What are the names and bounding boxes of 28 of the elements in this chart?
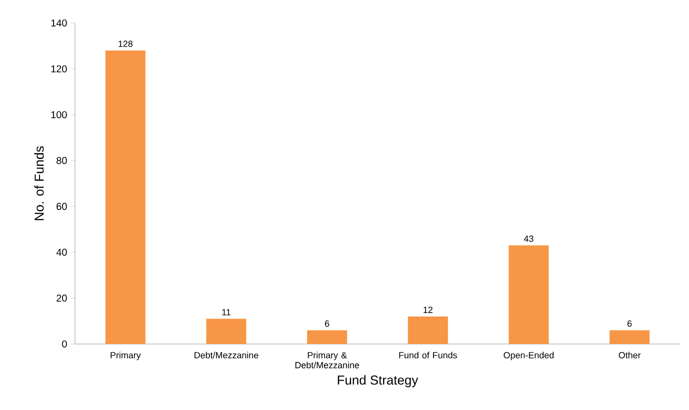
- data-label: 6: [628, 320, 632, 327]
- y-tick-label: 100: [51, 111, 67, 118]
- y-tick-label: 140: [51, 19, 67, 27]
- y-tick-label: 0: [62, 340, 67, 348]
- x-tick-label: Primary: [110, 352, 141, 360]
- bar: [508, 245, 549, 344]
- x-tick-label: Other: [618, 352, 641, 358]
- data-label: 128: [118, 40, 132, 47]
- x-tick-label: Primary & Debt/Mezzanine: [295, 352, 360, 368]
- bar: [408, 316, 448, 344]
- x-tick-label: Fund of Funds: [399, 352, 457, 358]
- bar: [105, 50, 146, 344]
- data-label: 6: [325, 320, 330, 327]
- data-label: 12: [424, 306, 432, 313]
- y-tick-label: 40: [56, 248, 67, 256]
- y-tick-label: 80: [56, 157, 67, 164]
- data-label: 43: [524, 236, 534, 242]
- x-tick-label: Debt/Mezzanine: [194, 352, 258, 358]
- bar: [307, 330, 348, 344]
- x-axis-title: Fund Strategy: [338, 375, 418, 388]
- data-label: 11: [222, 309, 230, 316]
- y-axis-title: No. of Funds: [34, 146, 44, 220]
- y-tick-label: 60: [56, 202, 67, 210]
- x-tick-label: Open-Ended: [504, 352, 554, 360]
- y-tick-label: 120: [51, 65, 67, 72]
- y-tick-label: 20: [56, 294, 67, 302]
- bar: [610, 330, 650, 344]
- bar: [206, 318, 246, 344]
